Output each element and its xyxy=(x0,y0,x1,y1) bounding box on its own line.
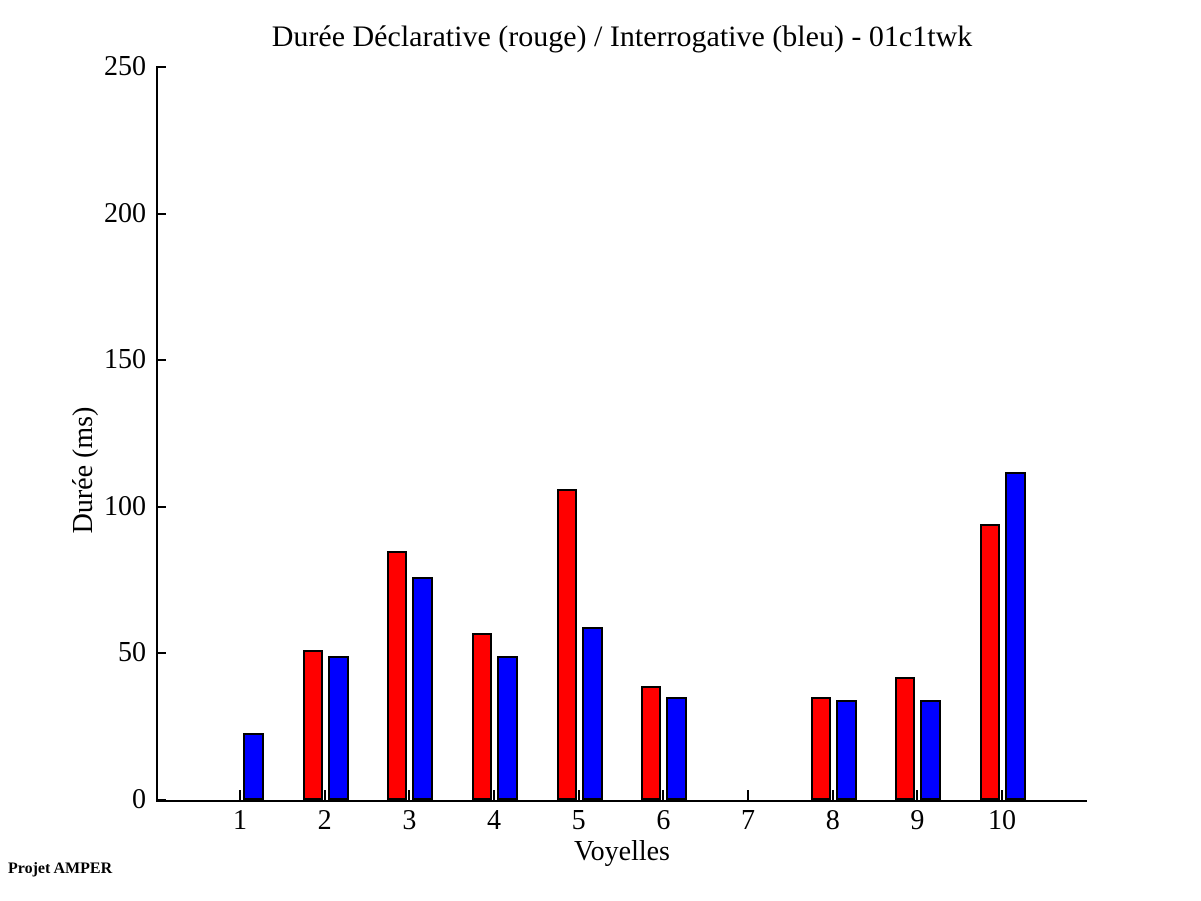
x-tick-label-3: 3 xyxy=(402,805,417,836)
bar-interrogative-5 xyxy=(581,627,603,800)
y-tick-label-100: 100 xyxy=(104,490,146,522)
x-tick-label-4: 4 xyxy=(487,805,501,836)
x-tick-label-9: 9 xyxy=(910,805,925,836)
x-tick-mark-4 xyxy=(493,790,495,800)
bar-declarative-5 xyxy=(556,489,577,800)
x-tick-label-1: 1 xyxy=(233,805,247,836)
x-tick-mark-10 xyxy=(1001,790,1004,800)
x-tick-mark-1 xyxy=(239,790,241,800)
x-tick-mark-6 xyxy=(662,790,665,800)
x-tick-mark-5 xyxy=(577,790,580,800)
x-tick-label-6: 6 xyxy=(656,805,671,836)
bar-interrogative-4 xyxy=(497,656,518,800)
footer-text: Projet AMPER xyxy=(8,860,113,877)
y-tick-label-200: 200 xyxy=(104,197,146,229)
y-tick-label-0: 0 xyxy=(132,784,146,815)
y-tick-mark-100 xyxy=(157,505,166,508)
x-tick-label-10: 10 xyxy=(988,805,1017,836)
x-tick-mark-9 xyxy=(916,790,919,800)
x-tick-label-5: 5 xyxy=(571,805,586,836)
bar-interrogative-2 xyxy=(327,656,349,800)
bar-declarative-8 xyxy=(810,697,831,800)
x-tick-mark-3 xyxy=(408,790,411,800)
bar-interrogative-9 xyxy=(920,700,942,800)
y-tick-mark-200 xyxy=(157,212,166,215)
chart-title: Durée Déclarative (rouge) / Interrogativ… xyxy=(271,20,973,53)
y-tick-mark-50 xyxy=(157,652,166,655)
y-tick-label-50: 50 xyxy=(118,637,146,669)
x-tick-label-2: 2 xyxy=(317,805,332,836)
bar-interrogative-3 xyxy=(412,577,434,800)
x-tick-mark-8 xyxy=(831,790,834,800)
x-tick-label-7: 7 xyxy=(741,805,756,836)
bar-declarative-2 xyxy=(302,650,323,800)
bar-declarative-3 xyxy=(387,551,408,800)
y-tick-mark-150 xyxy=(157,359,166,362)
bar-declarative-4 xyxy=(472,633,492,800)
x-axis-line xyxy=(156,800,1087,802)
y-tick-mark-250 xyxy=(157,66,166,68)
bar-interrogative-6 xyxy=(666,697,688,800)
bar-declarative-9 xyxy=(895,677,916,800)
plot-area xyxy=(157,66,1087,801)
x-axis-label: Voyelles xyxy=(574,836,670,867)
y-tick-label-150: 150 xyxy=(104,344,146,376)
bar-interrogative-1 xyxy=(243,733,264,800)
y-tick-mark-0 xyxy=(157,799,166,801)
bar-declarative-6 xyxy=(641,686,662,800)
bar-interrogative-10 xyxy=(1005,472,1027,800)
x-tick-mark-2 xyxy=(323,790,326,800)
y-tick-label-250: 250 xyxy=(104,51,146,82)
x-tick-mark-7 xyxy=(747,790,750,800)
bar-declarative-10 xyxy=(980,524,1001,800)
y-axis-line xyxy=(156,66,158,802)
x-tick-label-8: 8 xyxy=(825,805,840,836)
bar-interrogative-8 xyxy=(835,700,857,800)
